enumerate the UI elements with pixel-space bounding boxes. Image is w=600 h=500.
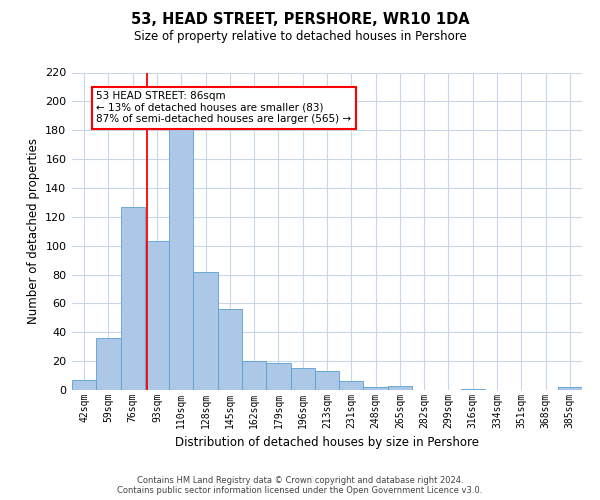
Text: Size of property relative to detached houses in Pershore: Size of property relative to detached ho… <box>134 30 466 43</box>
Bar <box>290 368 315 390</box>
Text: 53, HEAD STREET, PERSHORE, WR10 1DA: 53, HEAD STREET, PERSHORE, WR10 1DA <box>131 12 469 28</box>
Bar <box>121 206 145 390</box>
Bar <box>461 388 485 390</box>
Bar <box>193 272 218 390</box>
Bar <box>388 386 412 390</box>
X-axis label: Distribution of detached houses by size in Pershore: Distribution of detached houses by size … <box>175 436 479 450</box>
Bar <box>145 242 169 390</box>
Bar <box>96 338 121 390</box>
Bar <box>339 382 364 390</box>
Text: 53 HEAD STREET: 86sqm
← 13% of detached houses are smaller (83)
87% of semi-deta: 53 HEAD STREET: 86sqm ← 13% of detached … <box>96 92 352 124</box>
Bar <box>72 380 96 390</box>
Bar <box>218 309 242 390</box>
Bar <box>364 387 388 390</box>
Bar <box>266 362 290 390</box>
Bar <box>169 129 193 390</box>
Text: Contains HM Land Registry data © Crown copyright and database right 2024.
Contai: Contains HM Land Registry data © Crown c… <box>118 476 482 495</box>
Bar <box>558 387 582 390</box>
Bar <box>242 361 266 390</box>
Bar <box>315 371 339 390</box>
Y-axis label: Number of detached properties: Number of detached properties <box>26 138 40 324</box>
